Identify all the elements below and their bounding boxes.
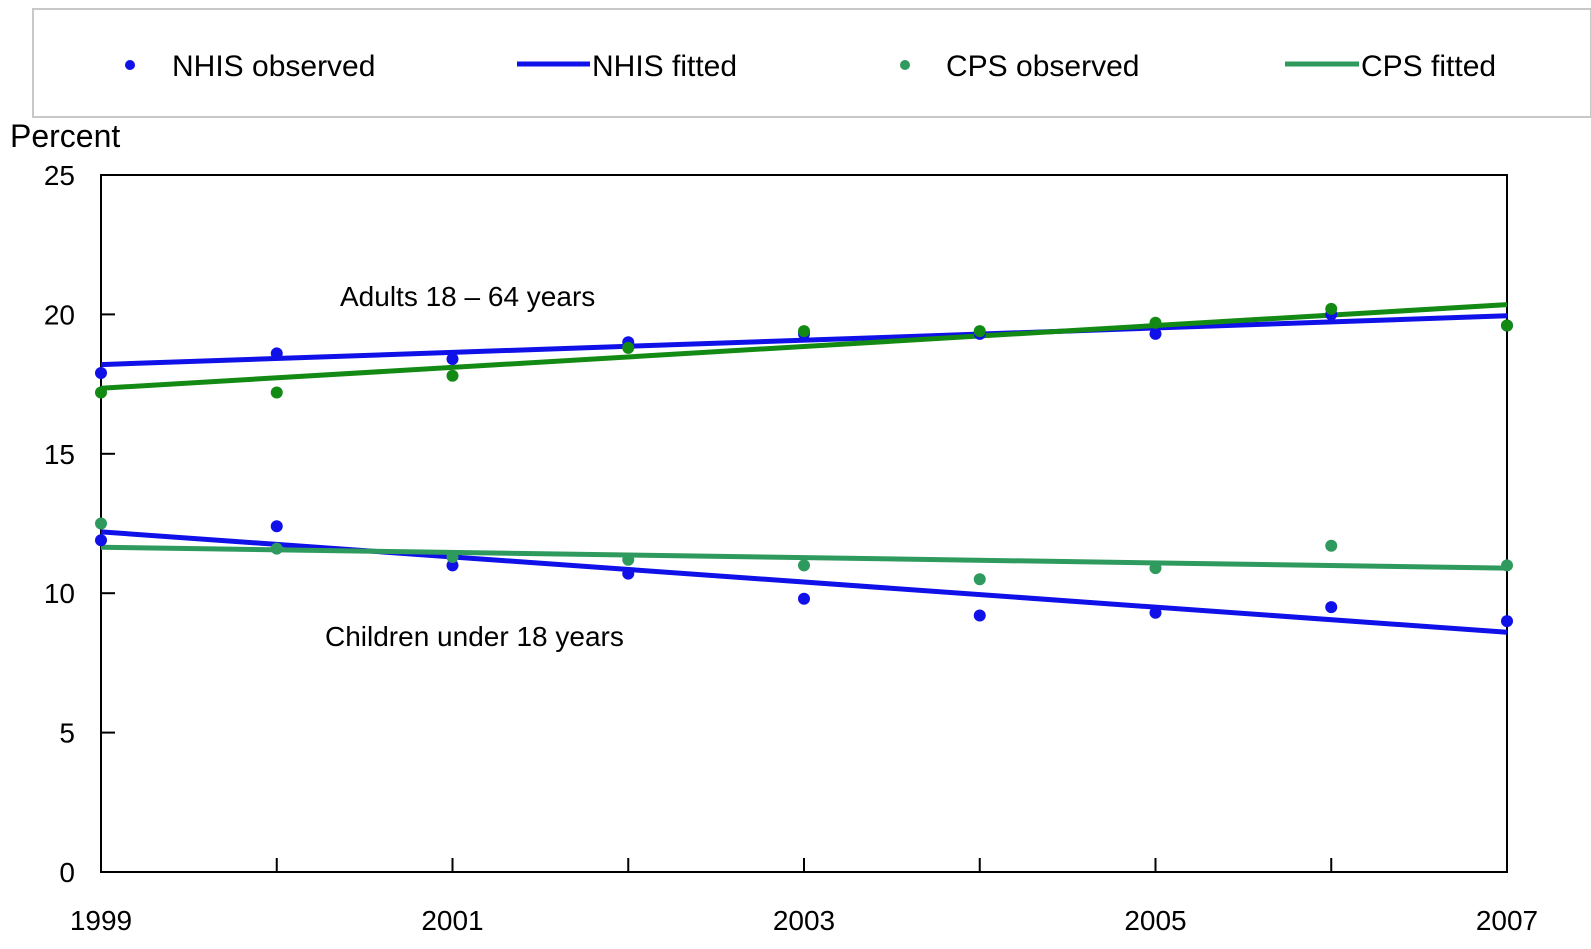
legend-cps-observed-marker [900,60,910,70]
annotation-children: Children under 18 years [325,621,624,652]
adults-nhis-fitted-line [100,313,1508,368]
adults-cps-observed-point [1325,302,1338,315]
children-cps-observed-point [622,553,635,566]
y-tick-label: 10 [44,578,75,609]
children-nhis-observed-point [622,567,635,580]
x-tick-label: 2007 [1476,905,1538,936]
x-tick-label: 2003 [773,905,835,936]
y-tick-label: 5 [59,718,75,749]
children-nhis-observed-point [95,534,107,547]
x-tick-label: 1999 [70,905,132,936]
x-tick-label: 2005 [1124,905,1186,936]
adults-cps-observed-point [622,341,635,354]
legend-nhis-observed-label: NHIS observed [172,50,375,83]
children-cps-observed-point [270,542,283,555]
plot-area [95,302,1513,635]
children-cps-observed-point [973,573,986,586]
children-cps-observed-point [1149,562,1162,575]
children-cps-fitted-line [100,544,1508,571]
plot-frame [100,174,1508,873]
y-axis: 0 5 10 15 20 25 [44,160,115,888]
annotation-adults: Adults 18 – 64 years [340,281,595,312]
legend-nhis-observed-marker [125,60,135,70]
adults-cps-observed-point [1501,319,1513,332]
y-tick-label: 15 [44,439,75,470]
adults-cps-fitted-line [100,302,1508,391]
children-nhis-observed-point [1501,615,1513,628]
adults-nhis-observed-point [1149,327,1162,340]
children-nhis-observed-point [1149,606,1162,619]
adults-nhis-observed-point [95,366,107,379]
x-tick-label: 2001 [421,905,483,936]
children-nhis-observed-point [446,559,459,572]
children-nhis-observed-point [270,520,283,533]
y-tick-label: 25 [44,160,75,191]
children-cps-observed-point [798,559,810,572]
legend: NHIS observed NHIS fitted CPS observed C… [32,8,1591,118]
y-axis-title: Percent [10,118,120,154]
adults-cps-observed-point [798,325,810,338]
y-tick-label: 0 [59,857,75,888]
adults-cps-observed-point [1149,316,1162,329]
children-nhis-observed-point [1325,601,1338,614]
adults-nhis-observed-point [446,353,459,366]
y-tick-label: 20 [44,299,75,330]
adults-cps-observed-point [973,325,986,338]
adults-cps-observed-point [270,386,283,399]
x-axis: 1999 2001 2003 2005 2007 [70,858,1538,936]
legend-cps-fitted-label: CPS fitted [1361,50,1496,83]
adults-nhis-observed-point [270,347,283,360]
children-cps-observed-point [446,550,459,563]
children-nhis-fitted-line [100,529,1508,635]
children-cps-observed-point [1325,539,1338,552]
children-cps-observed-point [95,517,107,530]
children-cps-observed-point [1501,559,1513,572]
legend-nhis-fitted-label: NHIS fitted [592,50,737,83]
adults-cps-observed-point [95,386,107,399]
legend-cps-observed-label: CPS observed [946,50,1139,83]
adults-cps-observed-point [446,369,459,382]
children-nhis-observed-point [798,592,810,605]
children-nhis-observed-point [973,609,986,622]
